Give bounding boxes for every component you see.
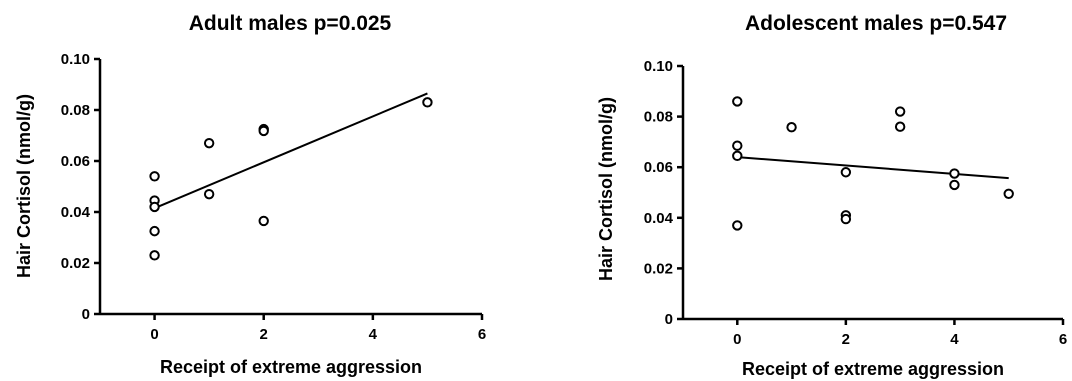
data-point bbox=[149, 201, 160, 213]
data-point bbox=[149, 250, 160, 261]
trend-line bbox=[154, 92, 428, 210]
data-point bbox=[894, 121, 906, 132]
data-point bbox=[203, 137, 215, 149]
data-point bbox=[732, 96, 743, 107]
x-axis-label: Receipt of extreme aggression bbox=[742, 359, 1004, 379]
y-tick-label: 0 bbox=[665, 311, 673, 328]
data-point bbox=[203, 188, 215, 200]
y-tick-label: 0.06 bbox=[644, 159, 673, 176]
y-axis-label: Hair Cortisol (nmol/g) bbox=[596, 97, 616, 281]
y-axis-label: Hair Cortisol (nmol/g) bbox=[14, 94, 34, 278]
data-point bbox=[258, 125, 269, 137]
data-point bbox=[1003, 188, 1014, 199]
data-point bbox=[949, 179, 960, 191]
y-tick-label: 0.06 bbox=[61, 153, 90, 170]
trend-line bbox=[737, 156, 1009, 180]
chart-title: Adolescent males p=0.547 bbox=[745, 12, 1007, 35]
y-tick-label: 0.02 bbox=[644, 260, 673, 277]
y-tick-label: 0.04 bbox=[61, 204, 91, 221]
x-tick-label: 2 bbox=[260, 326, 268, 343]
data-point bbox=[786, 122, 797, 133]
x-tick-label: 0 bbox=[150, 326, 158, 343]
data-point bbox=[840, 167, 852, 178]
chart-panel-1: Adult males p=0.025 0 0.02 0.04 0.06 0.08 0.10… bbox=[14, 12, 486, 377]
x-axis-label: Receipt of extreme aggression bbox=[160, 357, 422, 377]
data-point bbox=[732, 150, 743, 162]
x-tick-label: 6 bbox=[1059, 331, 1067, 348]
y-tick-label: 0.02 bbox=[61, 255, 90, 272]
x-tick-label: 6 bbox=[478, 326, 486, 343]
data-point bbox=[732, 140, 743, 151]
data-point bbox=[949, 168, 960, 179]
data-point bbox=[149, 225, 160, 237]
data-point bbox=[732, 220, 743, 231]
y-tick-label: 0.08 bbox=[61, 102, 90, 119]
data-point bbox=[840, 213, 852, 225]
x-tick-label: 2 bbox=[842, 331, 850, 348]
y-tick-label: 0.10 bbox=[644, 58, 673, 75]
x-tick-label: 4 bbox=[369, 326, 378, 343]
data-point bbox=[258, 215, 269, 227]
chart-title: Adult males p=0.025 bbox=[189, 12, 392, 35]
y-tick-label: 0.08 bbox=[644, 109, 673, 126]
data-point bbox=[149, 171, 160, 182]
data-point bbox=[422, 97, 433, 108]
x-tick-label: 0 bbox=[733, 331, 741, 348]
data-point bbox=[894, 106, 906, 117]
y-tick-label: 0.10 bbox=[61, 51, 90, 68]
x-tick-label: 4 bbox=[950, 331, 959, 348]
y-tick-label: 0.04 bbox=[644, 210, 674, 227]
y-tick-label: 0 bbox=[82, 306, 90, 323]
chart-panel-2: Adolescent males p=0.547 0 0.02 0.04 0.06 0.0… bbox=[596, 12, 1067, 379]
